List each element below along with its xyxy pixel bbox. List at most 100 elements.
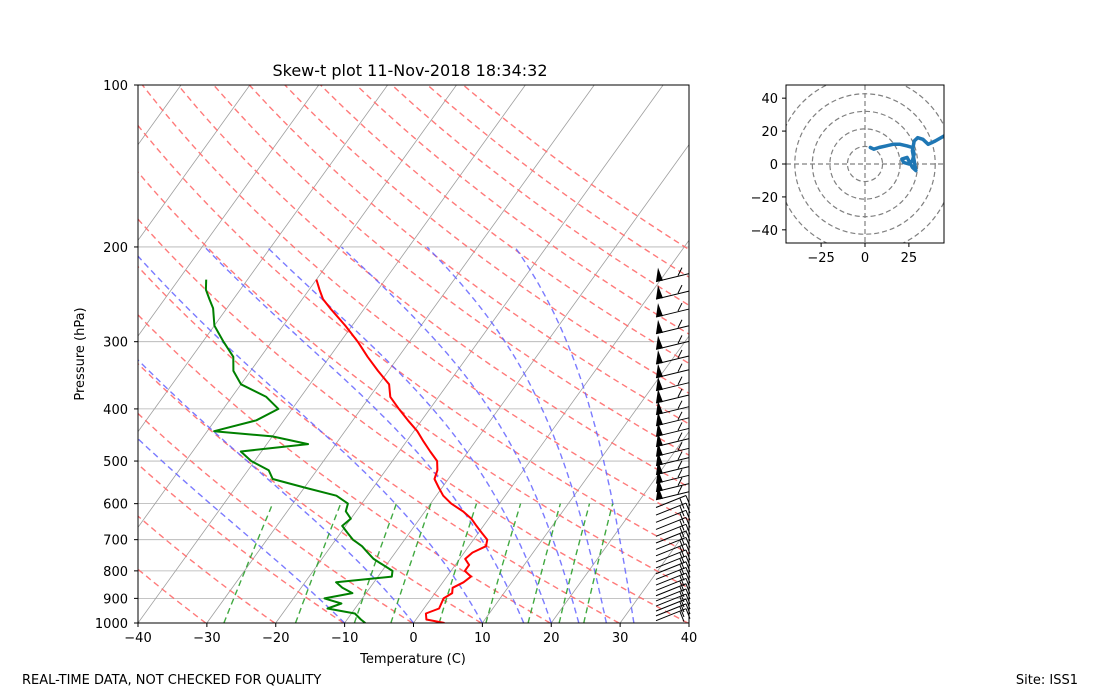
wind-barb — [655, 543, 691, 557]
hodograph-trace — [868, 134, 944, 173]
barb-flag — [679, 606, 685, 618]
barb-flag — [677, 284, 683, 294]
barb-pennant — [656, 319, 663, 334]
hodograph-data — [868, 134, 944, 173]
y-tick-label: 900 — [103, 592, 128, 607]
barb-flag — [679, 581, 685, 592]
hodograph-rings — [786, 85, 944, 243]
barb-flag — [677, 267, 683, 276]
hodo-y-tick-label: 0 — [770, 158, 778, 173]
barb-flag — [679, 596, 685, 608]
dry-adiabat — [138, 412, 413, 623]
isotherm-line — [619, 526, 689, 623]
barb-shaft — [655, 549, 687, 563]
barb-pennant — [656, 349, 663, 364]
barb-flag — [679, 586, 685, 597]
barb-shaft — [655, 509, 687, 523]
y-tick-label: 700 — [103, 534, 128, 549]
barb-shaft — [655, 516, 687, 530]
quality-disclaimer: REAL-TIME DATA, NOT CHECKED FOR QUALITY — [22, 673, 322, 688]
x-tick-label: −40 — [124, 631, 151, 646]
hodo-y-tick-label: −20 — [751, 191, 778, 206]
barb-flag — [677, 460, 683, 469]
isotherm-line — [206, 85, 595, 623]
mixing-ratio-line — [438, 503, 478, 623]
x-tick-label: 20 — [543, 631, 560, 646]
hodo-y-tick-label: 20 — [761, 125, 778, 140]
isotherm-line — [0, 85, 43, 623]
barb-flag — [677, 319, 683, 328]
barb-flag — [677, 477, 683, 486]
wind-barb — [655, 349, 690, 365]
dry-adiabat — [141, 85, 689, 521]
y-tick-label: 600 — [103, 498, 128, 513]
barb-shaft — [655, 543, 687, 557]
barb-flag — [679, 611, 685, 622]
y-tick-label: 200 — [103, 241, 128, 256]
wind-barb — [655, 583, 691, 597]
isotherm-line — [138, 85, 320, 337]
dry-adiabat — [138, 313, 551, 623]
dry-adiabat — [138, 362, 482, 623]
wind-barbs — [655, 267, 691, 622]
hodograph-axes: −25 0 25 −40 −20 0 20 40 — [751, 92, 918, 266]
barb-flag — [677, 422, 683, 431]
barb-shaft — [655, 537, 687, 550]
x-tick-label: −30 — [193, 631, 220, 646]
barb-flag — [685, 543, 691, 554]
barb-flag — [677, 451, 683, 460]
dry-adiabat — [138, 568, 207, 623]
skewt-panel: −40 −30 −20 −10 0 10 20 30 40 1000 900 800 700 600 500… — [0, 61, 698, 667]
wind-barb — [655, 284, 690, 300]
temperature-trace — [315, 279, 489, 623]
barb-shaft — [655, 502, 687, 516]
dry-adiabat — [138, 515, 276, 623]
barb-flag — [679, 552, 685, 564]
mixing-ratio-line — [558, 503, 591, 623]
y-tick-label: 1000 — [95, 617, 128, 632]
barb-pennant — [656, 285, 663, 300]
barb-flag — [685, 583, 691, 594]
x-tick-label: 40 — [681, 631, 698, 646]
wind-barb — [655, 530, 691, 545]
dry-adiabat — [177, 85, 689, 489]
moist-adiabat — [138, 359, 415, 623]
hodograph-plot-area — [786, 85, 944, 243]
wind-barb — [655, 422, 690, 437]
isotherm-line — [138, 85, 457, 529]
wind-barb — [655, 566, 691, 581]
barb-pennant — [656, 388, 663, 403]
wind-barb — [655, 577, 691, 592]
y-tick-label: 500 — [103, 455, 128, 470]
skewt-data — [204, 279, 489, 623]
dry-adiabat — [284, 85, 689, 395]
barb-flag — [685, 549, 691, 561]
barb-flag — [679, 564, 685, 575]
barb-flag — [679, 570, 685, 581]
barb-shaft — [655, 588, 687, 602]
barb-flag — [677, 432, 683, 441]
dry-adiabat — [248, 85, 689, 425]
x-axis-label: Temperature (C) — [359, 652, 466, 667]
wind-barb — [655, 598, 691, 613]
isotherm-line — [138, 85, 388, 433]
isotherm-line — [275, 85, 664, 623]
barb-flag — [685, 588, 691, 600]
hodo-x-tick-label: 25 — [901, 251, 918, 266]
barb-shaft — [655, 593, 687, 607]
barb-flag — [679, 591, 685, 603]
dry-adiabat — [355, 85, 689, 335]
wind-barb — [655, 516, 691, 531]
wind-barb — [655, 302, 690, 318]
wind-barb — [655, 603, 691, 618]
barb-flag — [679, 513, 685, 524]
barb-flag — [685, 561, 691, 572]
barb-flag — [677, 485, 683, 494]
mixing-ratio-line — [583, 503, 614, 623]
moist-adiabat — [426, 246, 608, 623]
barb-shaft — [655, 495, 687, 508]
wind-barb — [655, 572, 691, 587]
skewt-plot-area — [138, 85, 689, 623]
x-tick-label: −10 — [331, 631, 358, 646]
